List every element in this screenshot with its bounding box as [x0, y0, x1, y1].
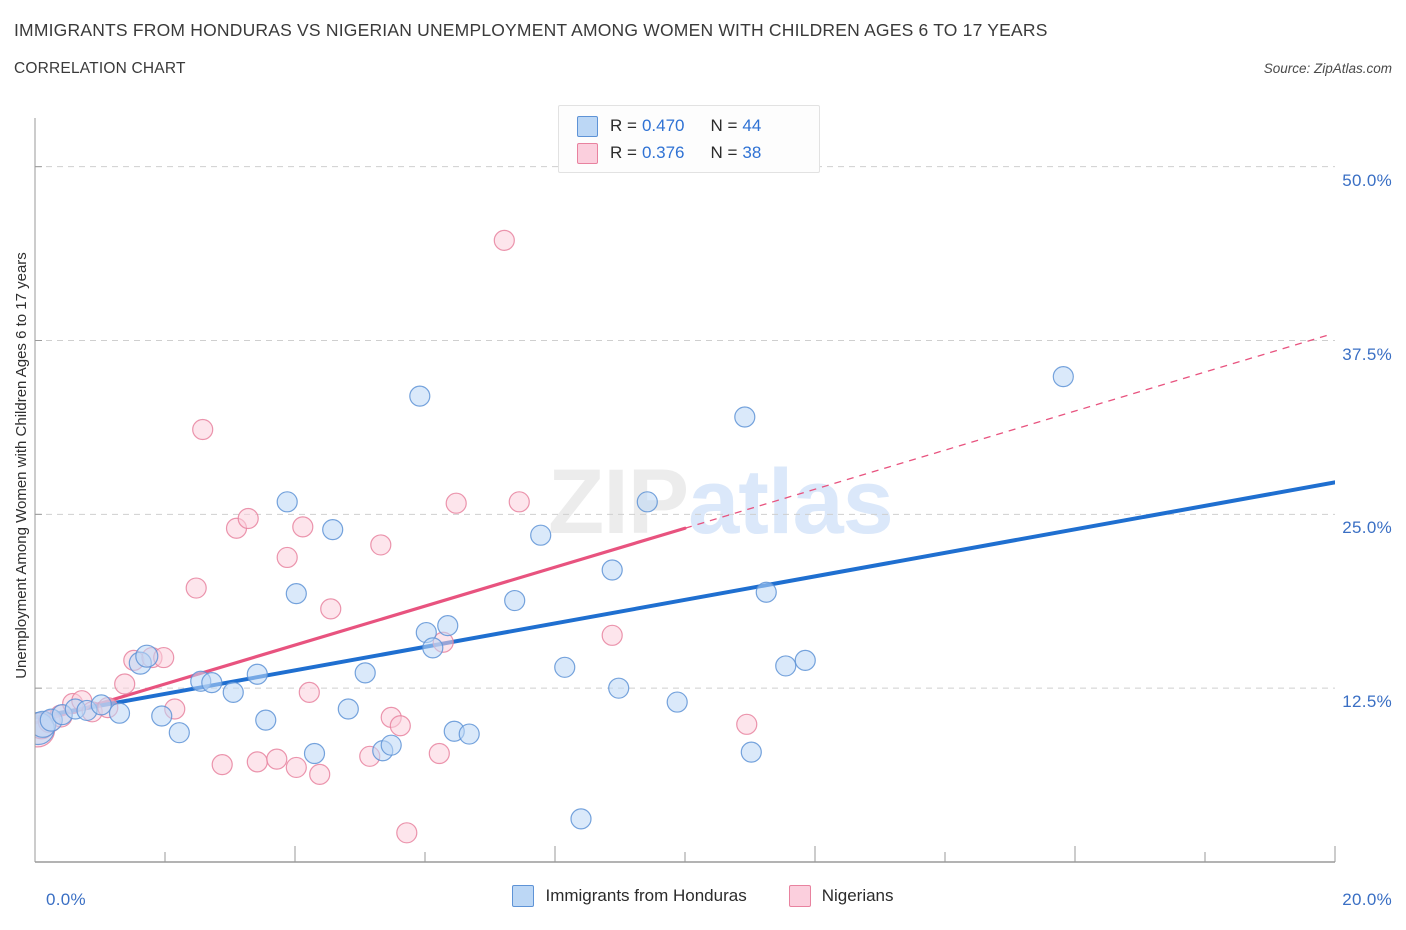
y-axis-title-text: Unemployment Among Women with Children A… [12, 251, 30, 679]
x-axis-min-label: 0.0% [46, 890, 86, 909]
y-axis-tick-label: 25.0% [1342, 518, 1392, 538]
data-point [666, 691, 688, 713]
r-label-honduras: R = [610, 116, 637, 135]
r-label-nigerians: R = [610, 143, 637, 162]
legend-item-honduras[interactable]: Immigrants from Honduras [512, 885, 747, 907]
y-axis-tick-label: 12.5% [1342, 692, 1392, 712]
n-label-nigerians: N = [710, 143, 738, 162]
data-point [237, 507, 259, 530]
n-label-honduras: N = [710, 116, 738, 135]
data-point [370, 534, 392, 556]
legend-item-nigerians[interactable]: Nigerians [788, 885, 894, 907]
data-point [285, 583, 307, 605]
data-point [246, 751, 268, 773]
series-swatch-nigerians-icon [577, 142, 598, 164]
y-axis-tick-label: 50.0% [1342, 170, 1392, 190]
data-point [445, 492, 467, 514]
data-point [736, 713, 758, 735]
data-point [135, 644, 159, 668]
data-point [396, 822, 418, 844]
data-point [636, 491, 658, 513]
correlation-stats-box: R = 0.470 N = 44 R = 0.376 N = 38 [558, 105, 820, 173]
data-point [151, 705, 173, 727]
plot-area [35, 118, 1335, 862]
n-value-nigerians: 38 [742, 143, 762, 162]
data-point [601, 559, 623, 581]
chart-legend: Immigrants from Honduras Nigerians [0, 885, 1406, 907]
data-point [90, 694, 112, 716]
data-point [608, 677, 630, 699]
data-point [794, 649, 816, 671]
stat-row-nigerians: R = 0.376 N = 38 [577, 140, 761, 166]
data-point [570, 808, 592, 830]
y-axis-title: Unemployment Among Women with Children A… [10, 0, 32, 930]
data-point [380, 734, 402, 756]
data-point [337, 698, 359, 720]
legend-label-honduras: Immigrants from Honduras [545, 886, 747, 905]
data-point [354, 662, 376, 684]
data-point [554, 656, 576, 678]
data-point [422, 637, 444, 659]
source-attribution: Source: ZipAtlas.com [1263, 61, 1392, 76]
data-point [168, 722, 190, 744]
data-point [211, 754, 233, 776]
data-point [530, 524, 552, 546]
r-value-nigerians: 0.376 [641, 143, 685, 162]
data-point [493, 229, 515, 251]
data-point [508, 491, 530, 513]
data-point [276, 491, 298, 513]
data-point [504, 589, 526, 612]
page-title: IMMIGRANTS FROM HONDURAS VS NIGERIAN UNE… [14, 20, 1048, 40]
data-point [114, 673, 136, 695]
data-point [775, 655, 797, 677]
n-value-honduras: 44 [742, 116, 762, 135]
data-point [185, 577, 207, 599]
stat-row-honduras: R = 0.470 N = 44 [577, 113, 761, 139]
data-point [755, 581, 777, 603]
data-point [428, 742, 450, 765]
scatter-plot-svg [35, 166, 1335, 844]
data-point [192, 418, 214, 441]
data-point [222, 681, 244, 703]
data-point [409, 385, 431, 407]
data-point [298, 681, 320, 703]
data-point [437, 614, 459, 637]
data-point [285, 756, 307, 779]
data-point [246, 663, 268, 685]
data-point [303, 742, 326, 765]
x-axis-max-label: 20.0% [1342, 890, 1392, 909]
data-point [255, 709, 277, 731]
data-point [1052, 366, 1074, 388]
series-swatch-honduras-icon [577, 115, 598, 137]
data-point [740, 741, 762, 763]
data-point [320, 598, 342, 620]
data-point [201, 672, 223, 694]
data-point [309, 763, 331, 785]
data-point [292, 516, 314, 538]
data-point [601, 624, 623, 646]
r-value-honduras: 0.470 [641, 116, 685, 135]
chart-subtitle: CORRELATION CHART [14, 60, 186, 77]
legend-swatch-nigerians-icon [788, 885, 811, 907]
data-point [322, 519, 344, 541]
data-point [389, 715, 411, 737]
y-axis-tick-label: 37.5% [1342, 344, 1392, 364]
legend-swatch-honduras-icon [512, 885, 535, 907]
data-point [734, 406, 756, 428]
data-point [458, 723, 480, 745]
data-point [108, 702, 131, 724]
data-point [276, 546, 298, 569]
legend-label-nigerians: Nigerians [821, 886, 894, 905]
data-point [266, 748, 288, 770]
